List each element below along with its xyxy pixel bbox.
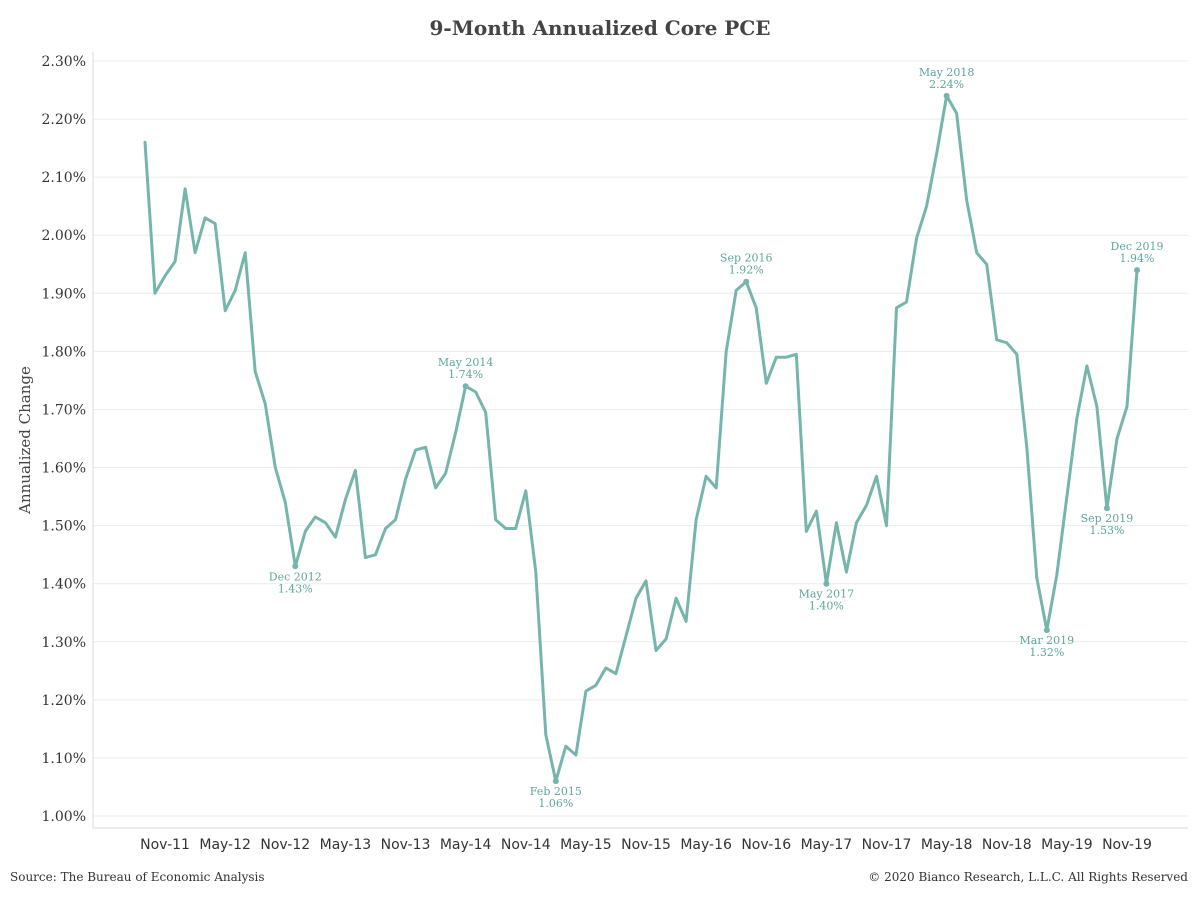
- series-line: [143, 94, 1139, 783]
- annotation-value: 1.06%: [538, 797, 573, 810]
- annotation-date: May 2014: [438, 356, 494, 369]
- annotation-date: May 2017: [799, 588, 855, 601]
- y-tick-label: 1.00%: [42, 809, 86, 825]
- x-tick-label: Nov-17: [862, 837, 912, 853]
- annotation-date: Feb 2015: [530, 785, 582, 798]
- annotation-marker: [1103, 505, 1110, 512]
- annotation-marker: [1043, 627, 1050, 634]
- y-tick-label: 1.70%: [42, 402, 86, 418]
- y-tick-label: 1.90%: [42, 286, 86, 302]
- x-tick-label: May-14: [440, 837, 492, 853]
- y-axis-tick-labels: 1.00% 1.10% 1.20% 1.30% 1.40% 1.50% 1.60% 1.70%…: [42, 54, 86, 825]
- x-tick-label: Nov-19: [1102, 837, 1152, 853]
- annotation-value: 1.43%: [278, 582, 313, 595]
- x-tick-label: May-17: [801, 837, 853, 853]
- x-tick-label: Nov-18: [982, 837, 1032, 853]
- x-tick-label: May-15: [560, 837, 612, 853]
- copyright-note: © 2020 Bianco Research, L.L.C. All Right…: [868, 870, 1188, 884]
- chart-title: 9-Month Annualized Core PCE: [429, 16, 771, 40]
- y-tick-label: 1.20%: [42, 693, 86, 709]
- annotation-date: Dec 2019: [1111, 240, 1164, 253]
- x-tick-label: May-19: [1041, 837, 1093, 853]
- x-tick-label: Nov-13: [381, 837, 431, 853]
- x-tick-label: Nov-14: [501, 837, 551, 853]
- y-tick-label: 1.40%: [42, 577, 86, 593]
- series-layer: [143, 94, 1139, 783]
- annotation-value: 1.40%: [809, 600, 844, 613]
- annotation-value: 1.32%: [1029, 646, 1064, 659]
- annotation-value: 1.94%: [1120, 252, 1155, 265]
- x-tick-label: May-13: [320, 837, 372, 853]
- y-tick-label: 1.50%: [42, 519, 86, 535]
- x-tick-label: Nov-12: [260, 837, 310, 853]
- annotation-date: Mar 2019: [1020, 634, 1075, 647]
- y-tick-label: 2.00%: [42, 228, 86, 244]
- annotation-date: Sep 2019: [1081, 512, 1134, 525]
- annotation-marker: [943, 92, 950, 99]
- y-tick-label: 1.60%: [42, 461, 86, 477]
- x-tick-label: Nov-11: [140, 837, 190, 853]
- y-tick-label: 2.20%: [42, 112, 86, 128]
- x-tick-label: May-18: [921, 837, 973, 853]
- x-axis-tick-labels: Nov-11 May-12 Nov-12 May-13 Nov-13 May-14 Nov-…: [140, 837, 1152, 853]
- y-tick-label: 1.80%: [42, 344, 86, 360]
- annotation-value: 2.24%: [929, 78, 964, 91]
- y-tick-label: 1.10%: [42, 751, 86, 767]
- source-note: Source: The Bureau of Economic Analysis: [10, 870, 265, 884]
- x-tick-label: Nov-16: [741, 837, 791, 853]
- annotation-date: Sep 2016: [720, 252, 773, 265]
- x-tick-label: Nov-15: [621, 837, 671, 853]
- annotation-value: 1.53%: [1089, 524, 1124, 537]
- y-tick-label: 2.10%: [42, 170, 86, 186]
- annotation-marker: [823, 580, 830, 587]
- axes: [92, 52, 1188, 829]
- x-tick-label: May-12: [199, 837, 251, 853]
- annotation-marker: [1134, 267, 1140, 274]
- y-axis-label: Annualized Change: [16, 366, 34, 515]
- annotation-value: 1.92%: [729, 264, 764, 277]
- annotation-date: Dec 2012: [269, 570, 322, 583]
- annotation-value: 1.74%: [448, 368, 483, 381]
- x-tick-label: May-16: [680, 837, 732, 853]
- annotation-marker: [552, 778, 559, 785]
- annotation-marker: [743, 278, 750, 285]
- annotation-marker: [292, 563, 299, 570]
- y-tick-label: 2.30%: [42, 54, 86, 70]
- grid-lines: [93, 60, 1188, 817]
- annotation-date: May 2018: [919, 66, 975, 79]
- y-tick-label: 1.30%: [42, 635, 86, 651]
- annotation-marker: [462, 383, 469, 390]
